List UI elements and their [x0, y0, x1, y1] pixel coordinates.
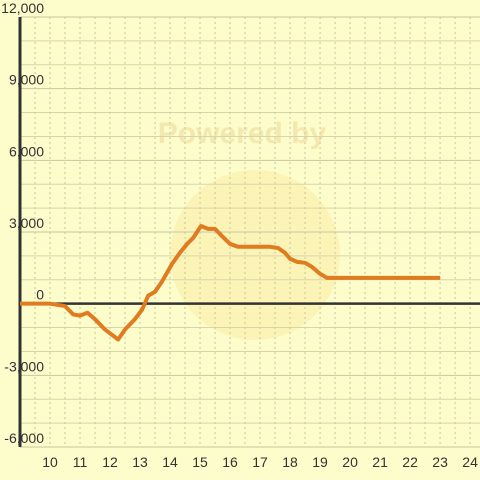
y-tick-label: -6,000	[4, 430, 44, 446]
watermark: Powered by	[158, 117, 327, 150]
x-tick-label: 24	[462, 454, 478, 470]
y-tick-label: 9,000	[9, 72, 44, 88]
x-tick-label: 16	[222, 454, 238, 470]
x-tick-label: 12	[102, 454, 118, 470]
x-tick-label: 22	[402, 454, 418, 470]
x-tick-label: 13	[132, 454, 148, 470]
x-tick-label: 11	[73, 454, 88, 470]
y-tick-label: 0	[36, 287, 44, 303]
y-tick-label: 6,000	[9, 143, 44, 159]
data-line	[20, 224, 441, 342]
x-tick-label: 18	[282, 454, 298, 470]
x-tick-label: 15	[192, 454, 208, 470]
x-tick-label: 19	[312, 454, 328, 470]
watermark-logo	[170, 170, 340, 340]
y-tick-label: 12,000	[1, 0, 44, 16]
x-tick-label: 17	[252, 454, 268, 470]
x-tick-label: 10	[42, 454, 58, 470]
x-tick-label: 14	[162, 454, 178, 470]
x-tick-label: 20	[342, 454, 358, 470]
y-tick-label: 3,000	[9, 215, 44, 231]
x-tick-label: 21	[372, 454, 388, 470]
y-tick-label: -3,000	[4, 358, 44, 374]
x-tick-label: 23	[432, 454, 448, 470]
